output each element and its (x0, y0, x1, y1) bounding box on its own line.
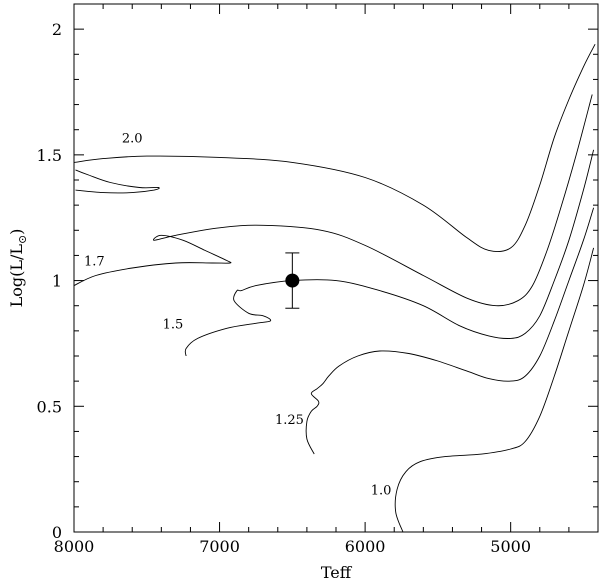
y-tick-label: 1 (52, 272, 62, 291)
y-tick-label: 2 (52, 20, 62, 39)
track-2-0-loop (75, 169, 160, 194)
track-1-7 (73, 94, 593, 307)
track-2-0 (73, 43, 596, 252)
observed-point (285, 273, 300, 288)
axis-ticks (73, 3, 599, 533)
x-tick-label: 5000 (490, 537, 531, 556)
plot-frame (73, 3, 599, 533)
track-1-0 (394, 247, 595, 533)
x-tick-label: 7000 (199, 537, 240, 556)
track-labels: 2.0 1.7 1.5 1.25 1.0 (84, 131, 391, 498)
track-1-5 (184, 149, 595, 357)
track-label: 1.0 (371, 483, 392, 498)
track-label: 1.7 (84, 254, 105, 269)
observed-star (285, 252, 300, 309)
tick-labels: 8000 7000 6000 5000 0 0.5 1 1.5 2 (37, 20, 531, 556)
y-tick-label: 1.5 (37, 146, 62, 165)
evolutionary-tracks (73, 43, 596, 533)
x-tick-label: 6000 (345, 537, 386, 556)
track-1-25 (305, 207, 595, 455)
y-tick-label: 0 (52, 523, 62, 542)
track-label: 2.0 (122, 131, 143, 146)
track-label: 1.25 (275, 413, 304, 428)
x-axis-title: Teff (321, 563, 353, 582)
y-axis-title: Log(L/L⊙) (7, 229, 29, 308)
track-label: 1.5 (163, 317, 184, 332)
y-tick-label: 0.5 (37, 397, 62, 416)
x-tick-label: 8000 (54, 537, 95, 556)
